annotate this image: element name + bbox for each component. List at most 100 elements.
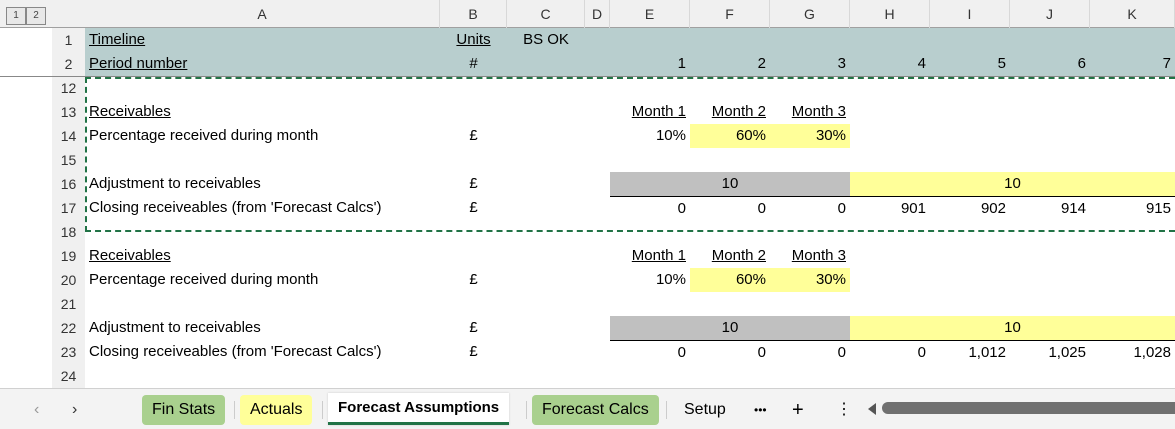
closing-unit[interactable]: £ [469,343,478,360]
period-4[interactable]: 4 [917,55,926,72]
row-header-15[interactable]: 15 [52,148,85,172]
closing-receivables-value[interactable]: 902 [930,196,1010,220]
period-6[interactable]: 6 [1077,55,1086,72]
add-sheet-button[interactable]: + [792,399,804,421]
select-all-corner[interactable] [52,0,85,28]
row-header-13[interactable]: 13 [52,100,85,124]
pct-received-value[interactable]: 60% [690,268,770,292]
row-header-23[interactable]: 23 [52,340,85,364]
tab-separator [666,401,667,419]
row-header-20[interactable]: 20 [52,268,85,292]
month-header[interactable]: Month 1 [631,103,686,120]
closing-receivables-value[interactable]: 0 [690,196,770,220]
month-header[interactable]: Month 2 [711,103,766,120]
sheet-tab-setup[interactable]: Setup [684,401,726,418]
closing-receivables-value[interactable]: 0 [770,340,850,364]
scroll-tabs-left-button[interactable]: ‹ [34,401,40,418]
adjustment-locked-value[interactable]: 10 [610,316,850,340]
month-header[interactable]: Month 3 [791,103,846,120]
pct-unit[interactable]: £ [469,271,478,288]
period-1[interactable]: 1 [677,55,686,72]
closing-unit[interactable]: £ [469,199,478,216]
receivables-title[interactable]: Receivables [89,103,171,120]
closing-receivables-value[interactable]: 914 [1010,196,1090,220]
column-header-E[interactable]: E [610,0,690,28]
row-header-14[interactable]: 14 [52,124,85,148]
pct-received-value[interactable]: 10% [655,127,686,144]
column-header-H[interactable]: H [850,0,930,28]
timeline-label[interactable]: Timeline [89,31,146,48]
pct-unit[interactable]: £ [469,127,478,144]
closing-receivables-value[interactable]: 901 [850,196,930,220]
row-header-12[interactable]: 12 [52,76,85,100]
sheet-tab-fin-stats[interactable]: Fin Stats [142,395,226,425]
closing-receivables-value[interactable]: 0 [690,340,770,364]
period-number-label[interactable]: Period number [89,55,188,72]
adjustment-unit[interactable]: £ [469,319,478,336]
sheet-tab-actuals[interactable]: Actuals [240,395,313,425]
closing-receivables-value[interactable]: 915 [1090,196,1175,220]
closing-receivables-value[interactable]: 0 [770,196,850,220]
pct-received-value[interactable]: 30% [770,268,850,292]
tab-separator [322,401,323,419]
row-header-21[interactable]: 21 [52,292,85,316]
month-header[interactable]: Month 3 [791,247,846,264]
closing-receivables-value[interactable]: 1,028 [1090,340,1175,364]
tab-separator [234,401,235,419]
adjustment-locked-value[interactable]: 10 [610,172,850,196]
closing-receivables-value[interactable]: 0 [610,340,690,364]
tab-options-button[interactable]: ⋮ [836,401,852,418]
row-header-17[interactable]: 17 [52,196,85,220]
outline-level-1-button[interactable]: 1 [6,7,26,25]
closing-receivables-value[interactable]: 0 [850,340,930,364]
pct-received-value[interactable]: 60% [690,124,770,148]
sheet-tab-forecast-assumptions[interactable]: Forecast Assumptions [328,393,510,425]
row-header-22[interactable]: 22 [52,316,85,340]
month-header[interactable]: Month 2 [711,247,766,264]
pct-received-value[interactable]: 10% [655,271,686,288]
units-label[interactable]: Units [456,31,491,48]
more-sheets-button[interactable]: ••• [754,403,767,417]
pct-received-value[interactable]: 30% [770,124,850,148]
outline-level-2-button[interactable]: 2 [26,7,46,25]
column-header-I[interactable]: I [930,0,1010,28]
closing-receivables-value[interactable]: 1,012 [930,340,1010,364]
adjustment-unit[interactable]: £ [469,175,478,192]
period-5[interactable]: 5 [997,55,1006,72]
column-header-C[interactable]: C [507,0,585,28]
column-header-D[interactable]: D [585,0,610,28]
adjustment-input-value[interactable]: 10 [850,316,1175,340]
period-unit[interactable]: # [469,55,478,72]
closing-receivables-label[interactable]: Closing receiveables (from 'Forecast Cal… [89,199,382,216]
bs-ok-check[interactable]: BS OK [523,31,569,48]
pct-received-label[interactable]: Percentage received during month [89,271,319,288]
column-header-A[interactable]: A [85,0,440,28]
column-header-F[interactable]: F [690,0,770,28]
scroll-left-arrow-icon[interactable] [868,403,876,415]
column-header-G[interactable]: G [770,0,850,28]
closing-receivables-value[interactable]: 0 [610,196,690,220]
period-7[interactable]: 7 [1162,55,1171,72]
month-header[interactable]: Month 1 [631,247,686,264]
adjustment-label[interactable]: Adjustment to receivables [89,175,261,192]
closing-receivables-label[interactable]: Closing receiveables (from 'Forecast Cal… [89,343,382,360]
period-3[interactable]: 3 [837,55,846,72]
row-header-18[interactable]: 18 [52,220,85,244]
closing-receivables-value[interactable]: 1,025 [1010,340,1090,364]
sheet-tab-forecast-calcs[interactable]: Forecast Calcs [532,395,659,425]
column-header-K[interactable]: K [1090,0,1175,28]
adjustment-label[interactable]: Adjustment to receivables [89,319,261,336]
pct-received-label[interactable]: Percentage received during month [89,127,319,144]
row-header-19[interactable]: 19 [52,244,85,268]
column-header-B[interactable]: B [440,0,507,28]
row-header-16[interactable]: 16 [52,172,85,196]
period-2[interactable]: 2 [757,55,766,72]
row-header-2[interactable]: 2 [52,52,85,76]
row-header-24[interactable]: 24 [52,364,85,388]
adjustment-input-value[interactable]: 10 [850,172,1175,196]
column-header-J[interactable]: J [1010,0,1090,28]
row-header-1[interactable]: 1 [52,28,85,52]
horizontal-scrollbar-thumb[interactable] [882,402,1175,414]
receivables-title[interactable]: Receivables [89,247,171,264]
scroll-tabs-right-button[interactable]: › [72,401,78,418]
